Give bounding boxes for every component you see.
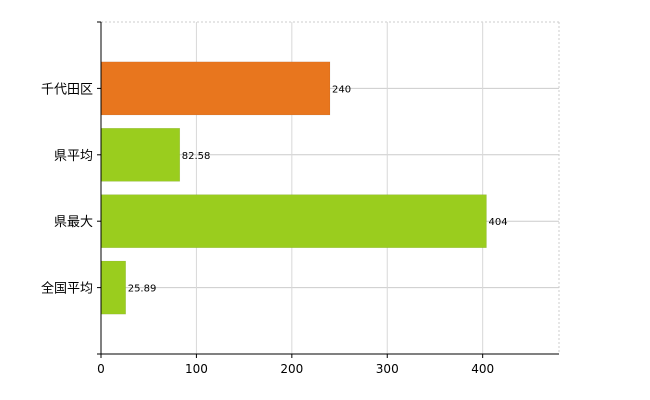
x-tick-label: 400 [471,362,494,376]
bar-3 [100,260,126,315]
x-tick-label: 200 [280,362,303,376]
axes [97,21,559,358]
data-label: 25.89 [128,284,157,295]
data-label: 82.58 [182,151,211,162]
labels: 240 千代田区 82.58 県平均 404 県最大 25.89 全国平均 0 100 200 300… [41,82,508,376]
category-label: 県最大 [54,215,93,230]
x-tick-label: 0 [97,362,105,376]
x-tick-label: 100 [185,362,208,376]
bar-0 [100,61,331,116]
x-tick-label: 300 [376,362,399,376]
bars [100,61,487,315]
category-label: 千代田区 [41,82,93,97]
category-label: 全国平均 [41,281,93,297]
category-label: 県平均 [54,149,93,164]
bar-2 [100,194,487,249]
data-label: 240 [332,84,351,95]
data-label: 404 [488,217,507,228]
bar-1 [100,127,181,182]
